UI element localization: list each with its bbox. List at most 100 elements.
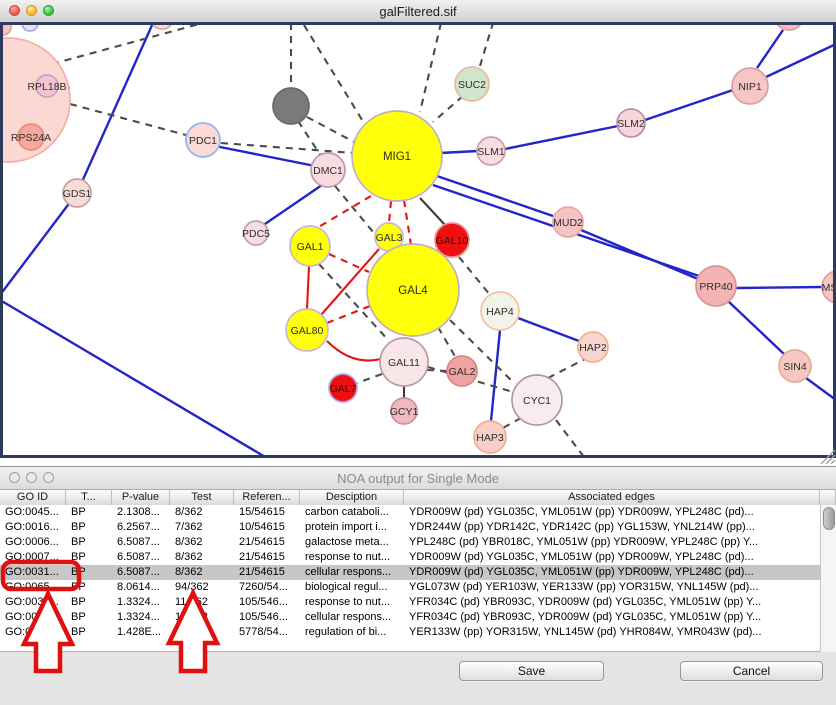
graph-edge[interactable] [736, 287, 824, 288]
table-cell: GO:0031... [0, 595, 66, 610]
table-cell: 5778/54... [234, 625, 300, 640]
graph-edge[interactable] [728, 301, 785, 355]
table-row[interactable]: GO:0007...BP6.5087...8/36221/54615respon… [0, 550, 820, 565]
table-row[interactable]: GO:0045...BP2.1308...8/36215/54615carbon… [0, 505, 820, 520]
close-button-inactive[interactable] [9, 472, 20, 483]
table-cell: 1.3324... [112, 595, 170, 610]
node-label-PDC5: PDC5 [242, 228, 270, 240]
table-row[interactable]: GO:0006...BP6.5087...8/36221/54615galact… [0, 535, 820, 550]
network-window-titlebar[interactable]: galFiltered.sif [0, 0, 836, 23]
scrollbar-thumb[interactable] [823, 507, 835, 530]
table-cell: response to nut... [300, 595, 404, 610]
table-cell: 8/362 [170, 535, 234, 550]
table-cell: GO:0006... [0, 535, 66, 550]
column-header-0[interactable]: GO ID [0, 490, 66, 505]
graph-edge[interactable] [480, 23, 493, 66]
table-cell: 21/54615 [234, 535, 300, 550]
node-label-DMC1: DMC1 [313, 165, 343, 177]
table-cell: YGL073W (pd) YER103W, YER133W (pp) YOR31… [404, 580, 820, 595]
zoom-button-inactive[interactable] [43, 472, 54, 483]
table-row[interactable]: GO:0016...BP6.2567...7/36210/54615protei… [0, 520, 820, 535]
graph-edge[interactable] [438, 327, 456, 358]
node-label-PDC1: PDC1 [189, 135, 217, 147]
table-cell: YFR034C (pd) YBR093C, YDR009W (pd) YGL03… [404, 595, 820, 610]
table-row[interactable]: GO:0065...BP8.0614...94/3627260/54...bio… [0, 580, 820, 595]
graph-edge[interactable] [317, 196, 371, 228]
column-header-5[interactable]: Desciption [300, 490, 404, 505]
graph-edge[interactable] [357, 374, 382, 383]
graph-edge[interactable] [0, 193, 77, 295]
minimize-button-inactive[interactable] [26, 472, 37, 483]
graph-edge[interactable] [806, 378, 836, 400]
graph-edge[interactable] [420, 198, 446, 226]
graph-edge[interactable] [389, 201, 391, 223]
node-label-SLM2: SLM2 [617, 118, 645, 130]
table-cell: YPL248C (pd) YBR018C, YML051W (pp) YDR00… [404, 535, 820, 550]
table-cell: 6.5087... [112, 535, 170, 550]
graph-edge[interactable] [307, 266, 309, 309]
column-header-3[interactable]: Test [170, 490, 234, 505]
column-header-6[interactable]: Associated edges [404, 490, 820, 505]
graph-edge[interactable] [52, 23, 203, 64]
graph-edge[interactable] [645, 90, 733, 120]
node-label-PRP40: PRP40 [699, 281, 732, 293]
graph-edge[interactable] [556, 420, 587, 458]
table-cell: cellular respons... [300, 610, 404, 625]
table-cell: 15/54615 [234, 505, 300, 520]
table-cell: GO:0050... [0, 625, 66, 640]
graph-edge[interactable] [757, 30, 783, 68]
noa-window-titlebar[interactable]: NOA output for Single Mode [0, 467, 836, 490]
column-header-1[interactable]: T... [66, 490, 112, 505]
graph-edge[interactable] [327, 341, 381, 361]
close-button[interactable] [9, 5, 20, 16]
minimize-button[interactable] [26, 5, 37, 16]
node-gray[interactable] [273, 88, 309, 124]
graph-edge[interactable] [548, 359, 585, 378]
graph-edge[interactable] [518, 318, 579, 341]
graph-edge[interactable] [505, 126, 618, 149]
graph-edge[interactable] [0, 300, 272, 458]
cancel-button[interactable]: Cancel [680, 661, 823, 681]
node-label-SLM1: SLM1 [477, 146, 505, 158]
graph-edge[interactable] [307, 117, 356, 143]
graph-edge[interactable] [459, 257, 490, 295]
table-row[interactable]: GO:0031...BP1.3324...11/362105/546...cel… [0, 610, 820, 625]
table-row[interactable]: GO:0031...BP6.5087...8/36221/54615cellul… [0, 565, 820, 580]
node-label-RPL18B: RPL18B [27, 81, 66, 93]
graph-edge[interactable] [491, 330, 500, 421]
table-cell: BP [66, 595, 112, 610]
node-label-HAP3: HAP3 [476, 432, 504, 444]
table-cell: 2.1308... [112, 505, 170, 520]
table-cell: BP [66, 565, 112, 580]
table-row[interactable]: GO:0050...BP1.428E...80/3625778/54...reg… [0, 625, 820, 640]
table-cell: cellular respons... [300, 565, 404, 580]
table-cell: 8/362 [170, 505, 234, 520]
vertical-scrollbar[interactable] [820, 505, 836, 652]
table-cell: GO:0016... [0, 520, 66, 535]
table-cell: 94/362 [170, 580, 234, 595]
column-header-4[interactable]: Referen... [234, 490, 300, 505]
graph-edge[interactable] [70, 104, 186, 135]
table-cell: YER133W (pp) YOR315W, YNL145W (pd) YHR08… [404, 625, 820, 640]
graph-edge[interactable] [304, 25, 367, 128]
graph-edge[interactable] [437, 176, 553, 216]
save-button[interactable]: Save [459, 661, 604, 681]
graph-edge[interactable] [404, 200, 411, 245]
graph-edge[interactable] [420, 23, 441, 112]
table-body: GO:0045...BP2.1308...8/36215/54615carbon… [0, 505, 820, 652]
column-header-2[interactable]: P-value [112, 490, 170, 505]
graph-edge[interactable] [501, 418, 521, 429]
node-label-HAP2: HAP2 [579, 342, 607, 354]
table-cell: BP [66, 625, 112, 640]
graph-edge[interactable] [262, 185, 322, 226]
node-label-SIN4: SIN4 [783, 361, 807, 373]
graph-edge[interactable] [329, 254, 369, 272]
zoom-button[interactable] [43, 5, 54, 16]
graph-edge[interactable] [766, 44, 836, 77]
graph-edge[interactable] [440, 151, 478, 153]
table-cell: response to nut... [300, 550, 404, 565]
graph-edge[interactable] [433, 96, 463, 122]
network-canvas[interactable]: RPL18BRPS24AGDS1PDC1MIG1SUC2SLM1SLM2NIP1… [0, 22, 836, 458]
table-row[interactable]: GO:0031...BP1.3324...11/362105/546...res… [0, 595, 820, 610]
table-cell: 105/546... [234, 595, 300, 610]
